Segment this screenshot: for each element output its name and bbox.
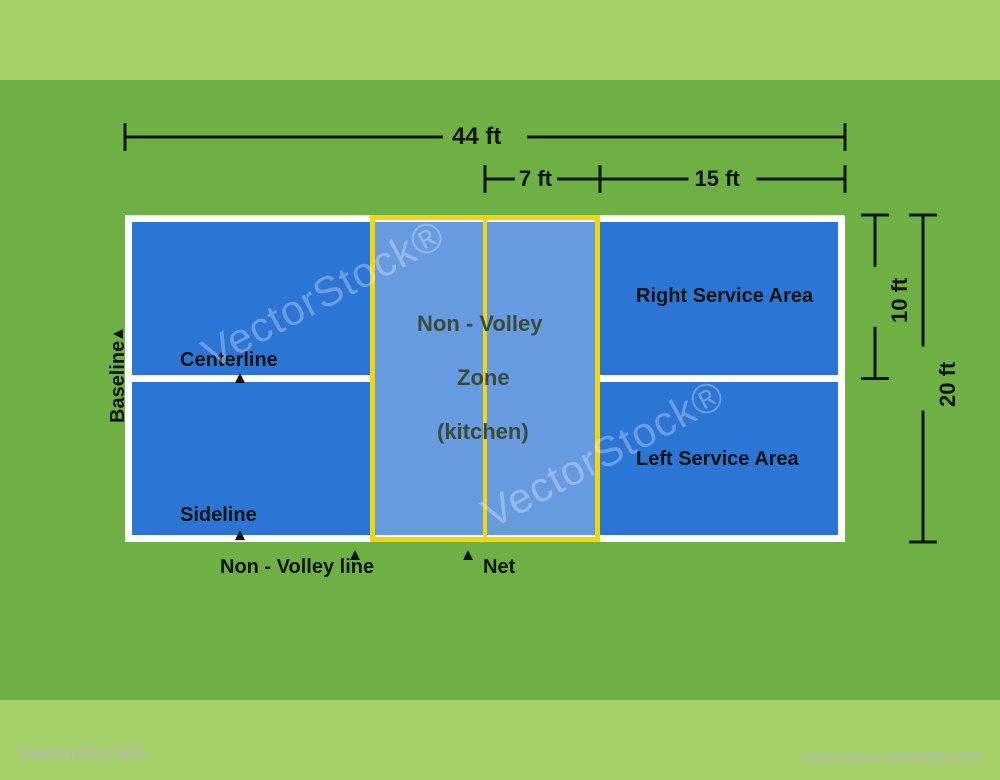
arrow-icon [463, 550, 473, 560]
bg-band-top [0, 0, 1000, 80]
dim-label-length: 44 ft [452, 123, 501, 151]
dim-label-service-depth: 15 ft [695, 166, 740, 192]
dim-label-half-width: 10 ft [887, 278, 913, 323]
footer-id: vectorstock.com/48514377 [803, 749, 982, 766]
dim-label-kitchen: 7 ft [519, 166, 552, 192]
centerline-right [600, 375, 838, 382]
label-nvz-zone-2: Zone [457, 365, 510, 391]
label-sideline: Sideline [180, 504, 257, 527]
label-net: Net [483, 556, 515, 579]
arrow-icon [235, 530, 245, 540]
footer-brand: VectorStock® [18, 743, 145, 766]
label-right-service: Right Service Area [636, 285, 813, 308]
bg-band-bottom [0, 700, 1000, 780]
arrow-icon [113, 329, 123, 339]
arrow-icon [235, 373, 245, 383]
centerline-left [132, 375, 370, 382]
arrow-icon [350, 550, 360, 560]
dim-label-full-width: 20 ft [935, 361, 961, 406]
label-baseline: Baseline [107, 340, 130, 422]
label-nvz-zone-1: Non - Volley [417, 311, 543, 337]
label-nvz-zone-3: (kitchen) [437, 419, 529, 445]
label-centerline: Centerline [180, 349, 278, 372]
label-left-service: Left Service Area [636, 448, 799, 471]
